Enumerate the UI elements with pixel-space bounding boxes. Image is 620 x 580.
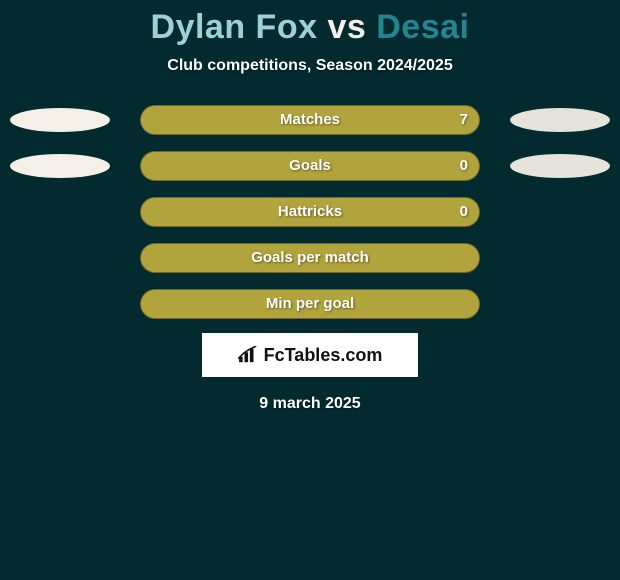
subtitle: Club competitions, Season 2024/2025 (0, 57, 620, 75)
page-title: Dylan Fox vs Desai (0, 8, 620, 47)
stat-row: Goals 0 (0, 149, 620, 183)
attribution-logo: FcTables.com (202, 333, 418, 377)
stat-bar (140, 197, 480, 227)
logo-text: FcTables.com (264, 345, 383, 366)
comparison-chart: Matches 7 Goals 0 Hattricks 0 Goals per … (0, 103, 620, 321)
stat-bar (140, 289, 480, 319)
bar-chart-icon (238, 346, 260, 364)
stat-bar (140, 243, 480, 273)
right-ellipse-placeholder (510, 108, 610, 132)
stat-row: Goals per match (0, 241, 620, 275)
stat-row: Min per goal (0, 287, 620, 321)
player1-name: Dylan Fox (151, 8, 318, 46)
player2-name: Desai (376, 8, 469, 46)
stat-bar (140, 151, 480, 181)
right-ellipse-placeholder (510, 154, 610, 178)
stat-bar (140, 105, 480, 135)
left-ellipse-placeholder (10, 108, 110, 132)
stat-row: Hattricks 0 (0, 195, 620, 229)
stat-row: Matches 7 (0, 103, 620, 137)
date-label: 9 march 2025 (0, 395, 620, 413)
left-ellipse-placeholder (10, 154, 110, 178)
vs-text: vs (327, 8, 366, 46)
